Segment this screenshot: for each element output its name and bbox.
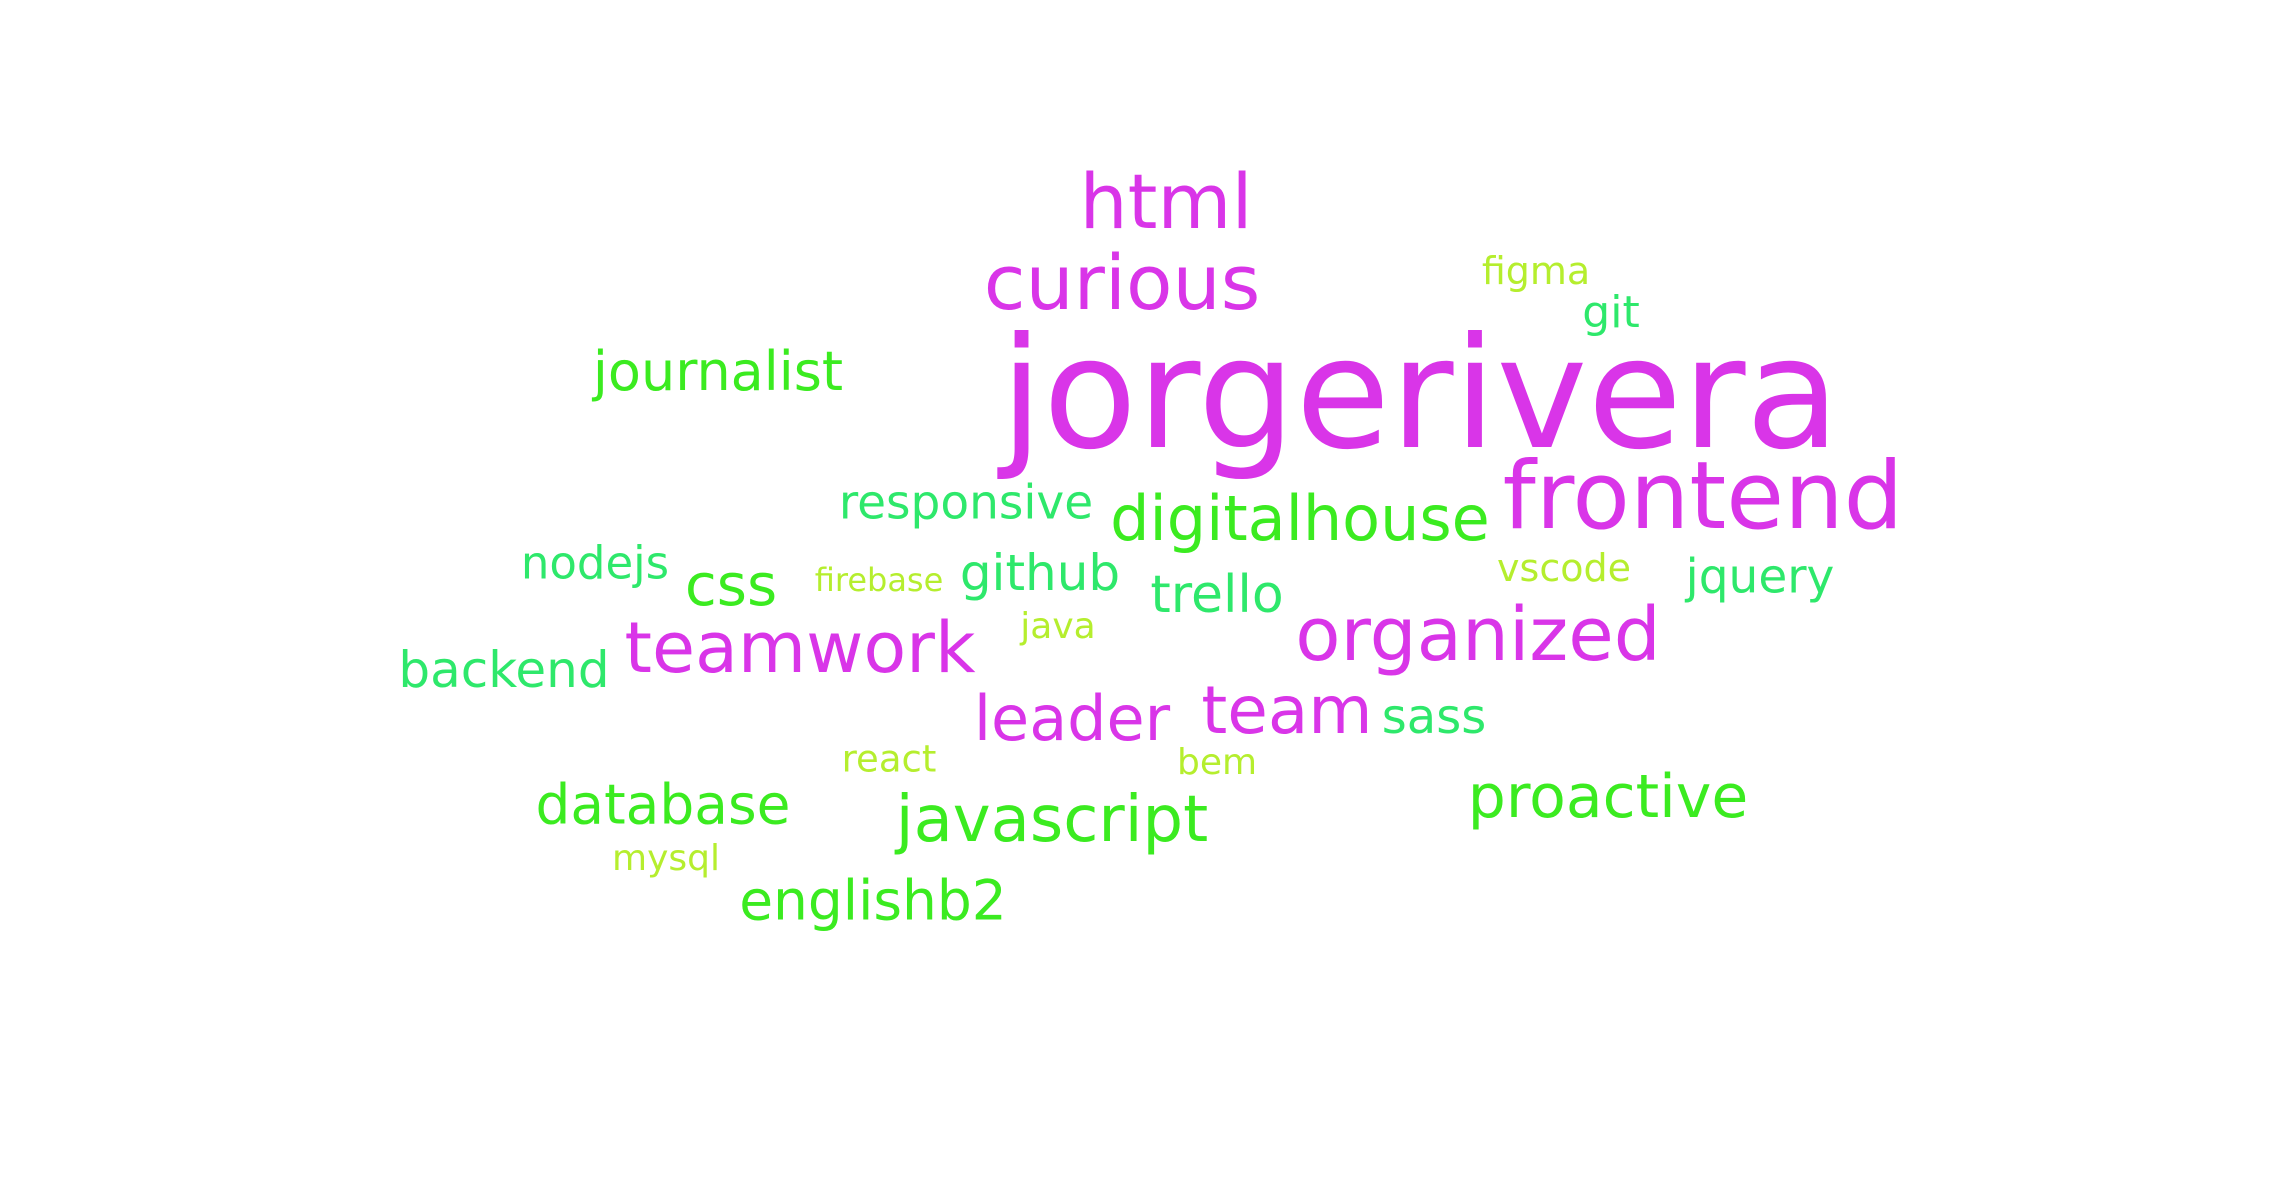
word-proactive: proactive: [1467, 762, 1749, 832]
word-organized: organized: [1295, 592, 1661, 678]
word-team: team: [1201, 672, 1373, 749]
word-jquery: jquery: [1685, 549, 1835, 605]
word-teamwork: teamwork: [624, 607, 976, 689]
word-vscode: vscode: [1497, 546, 1631, 590]
word-responsive: responsive: [838, 475, 1094, 531]
word-css: css: [684, 551, 778, 619]
word-git: git: [1582, 287, 1640, 338]
word-github: github: [959, 544, 1121, 602]
word-jorgerivera: jorgerivera: [1000, 305, 1840, 484]
word-java: java: [1020, 606, 1096, 647]
word-frontend: frontend: [1502, 442, 1904, 551]
word-figma: figma: [1481, 249, 1591, 293]
word-mysql: mysql: [612, 838, 720, 879]
word-digitalhouse: digitalhouse: [1110, 482, 1490, 555]
word-html: html: [1079, 157, 1253, 246]
word-curious: curious: [983, 238, 1261, 327]
word-nodejs: nodejs: [520, 536, 670, 590]
word-leader: leader: [973, 682, 1171, 755]
word-trello: trello: [1150, 565, 1284, 625]
word-database: database: [535, 772, 791, 837]
word-react: react: [841, 737, 937, 781]
word-javascript: javascript: [895, 783, 1209, 857]
word-englishb2: englishb2: [739, 868, 1007, 933]
word-firebase: firebase: [814, 561, 944, 599]
word-sass: sass: [1381, 689, 1487, 745]
word-journalist: journalist: [592, 340, 844, 403]
word-backend: backend: [398, 641, 610, 699]
word-bem: bem: [1176, 742, 1258, 783]
